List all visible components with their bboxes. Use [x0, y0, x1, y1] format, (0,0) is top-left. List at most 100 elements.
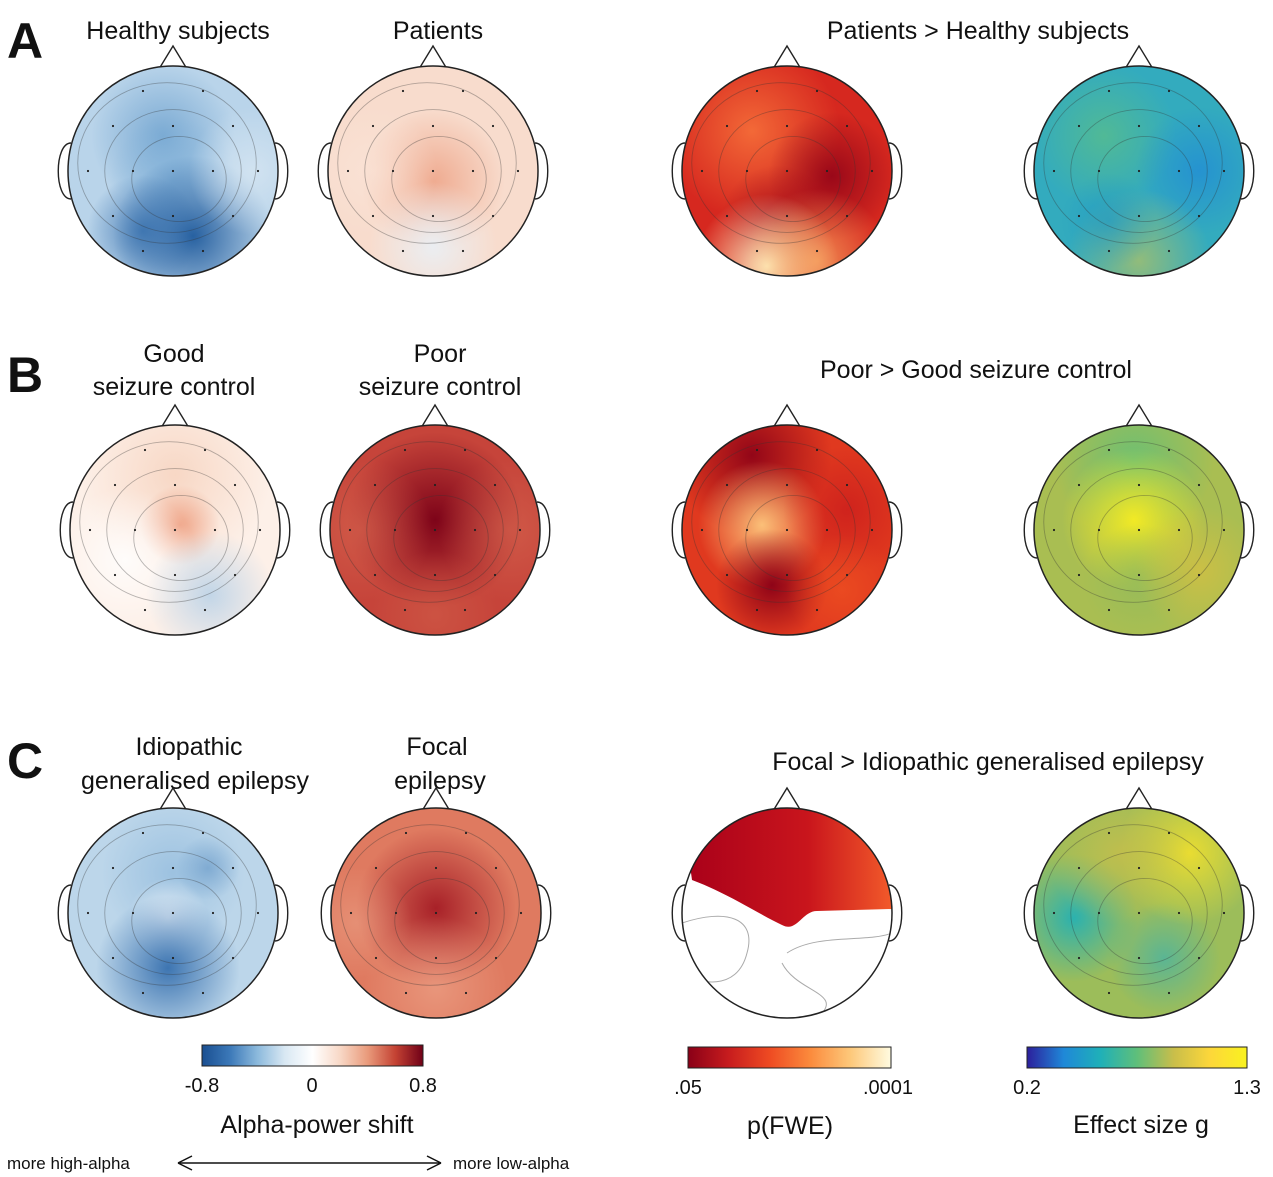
- right-ear-outline: [274, 884, 289, 942]
- scalp-map-fill: [68, 66, 278, 276]
- title-a-patients: Patients: [393, 17, 483, 45]
- title-c-idiopathic-line1: Idiopathic: [135, 733, 242, 761]
- left-ear-outline: [57, 142, 72, 200]
- scalp-map-fill: [330, 425, 540, 635]
- left-ear-outline: [671, 142, 686, 200]
- title-b-contrast: Poor > Good seizure control: [820, 356, 1132, 384]
- nose-outline: [772, 44, 802, 70]
- right-ear-outline: [537, 884, 552, 942]
- right-ear-outline: [274, 142, 289, 200]
- alpha-power-colorbar: [201, 1044, 424, 1067]
- scalp-map-fill: [328, 66, 538, 276]
- head-outline: [67, 807, 279, 1019]
- left-ear-outline: [1023, 501, 1038, 559]
- alpha-tick-max: 0.8: [409, 1075, 437, 1097]
- head-a-pfwe: [671, 44, 903, 277]
- pfwe-tick-right: .0001: [863, 1077, 913, 1099]
- nose-outline: [421, 786, 451, 812]
- scalp-map-fill: [331, 808, 541, 1018]
- effect-size-colorbar: [1026, 1046, 1248, 1069]
- head-a-patients: [317, 44, 549, 277]
- nose-outline: [1124, 786, 1154, 812]
- title-a-contrast: Patients > Healthy subjects: [827, 17, 1129, 45]
- nose-outline: [160, 403, 190, 429]
- left-ear-outline: [671, 884, 686, 942]
- nose-outline: [772, 403, 802, 429]
- head-outline: [1033, 424, 1245, 636]
- scalp-map-fill: [68, 808, 278, 1018]
- left-ear-outline: [319, 501, 334, 559]
- panel-letter-a: A: [7, 13, 43, 69]
- nose-outline: [1124, 403, 1154, 429]
- title-b-poor-line1: Poor: [414, 340, 467, 368]
- head-c-pfwe: [671, 786, 903, 1019]
- right-ear-outline: [888, 142, 903, 200]
- nose-outline: [158, 44, 188, 70]
- head-outline: [681, 807, 893, 1019]
- head-outline: [1033, 65, 1245, 277]
- scalp-map-fill: [682, 425, 892, 635]
- alpha-tick-min: -0.8: [185, 1075, 219, 1097]
- left-ear-outline: [320, 884, 335, 942]
- effect-tick-min: 0.2: [1013, 1077, 1041, 1099]
- left-ear-outline: [317, 142, 332, 200]
- right-ear-outline: [276, 501, 291, 559]
- nose-outline: [418, 44, 448, 70]
- title-c-contrast: Focal > Idiopathic generalised epilepsy: [772, 748, 1204, 776]
- scalp-maps: [57, 44, 1255, 1019]
- head-outline: [330, 807, 542, 1019]
- right-ear-outline: [1240, 884, 1255, 942]
- scalp-map-fill: [1034, 66, 1244, 276]
- right-ear-outline: [1240, 142, 1255, 200]
- head-outline: [1033, 807, 1245, 1019]
- pfwe-colorbar-title: p(FWE): [747, 1112, 833, 1140]
- head-c-effect: [1023, 786, 1255, 1019]
- title-c-idiopathic-line2: generalised epilepsy: [81, 767, 309, 795]
- left-ear-outline: [671, 501, 686, 559]
- left-ear-outline: [1023, 142, 1038, 200]
- scalp-map-fill: [1034, 808, 1244, 1018]
- nose-outline: [1124, 44, 1154, 70]
- effect-tick-max: 1.3: [1233, 1077, 1261, 1099]
- head-b-good: [59, 403, 291, 636]
- right-ear-outline: [888, 501, 903, 559]
- head-a-effect: [1023, 44, 1255, 277]
- alpha-colorbar-title: Alpha-power shift: [220, 1111, 413, 1139]
- title-c-focal-line2: epilepsy: [394, 767, 486, 795]
- pfwe-tick-left: .05: [674, 1077, 702, 1099]
- right-ear-outline: [536, 501, 551, 559]
- title-c-focal-line1: Focal: [406, 733, 467, 761]
- nose-outline: [772, 786, 802, 812]
- scalp-map-fill: [682, 66, 892, 276]
- right-ear-outline: [534, 142, 549, 200]
- head-b-effect: [1023, 403, 1255, 636]
- nose-outline: [158, 786, 188, 812]
- head-outline: [69, 424, 281, 636]
- scalp-map-fill: [1034, 425, 1244, 635]
- right-ear-outline: [888, 884, 903, 942]
- panel-letter-c: C: [7, 733, 43, 789]
- arrow-label-right: more low-alpha: [453, 1154, 570, 1173]
- left-ear-outline: [59, 501, 74, 559]
- head-b-pfwe: [671, 403, 903, 636]
- head-b-poor: [319, 403, 551, 636]
- title-b-good-line2: seizure control: [93, 373, 256, 401]
- panel-letter-b: B: [7, 347, 43, 403]
- right-ear-outline: [1240, 501, 1255, 559]
- pfwe-colorbar: [687, 1046, 892, 1069]
- scalp-map-fill: [682, 808, 892, 1018]
- title-b-poor-line2: seizure control: [359, 373, 522, 401]
- head-outline: [681, 424, 893, 636]
- title-a-healthy: Healthy subjects: [86, 17, 269, 45]
- head-outline: [67, 65, 279, 277]
- nose-outline: [420, 403, 450, 429]
- arrow-label-left: more high-alpha: [7, 1154, 130, 1173]
- alpha-tick-zero: 0: [306, 1075, 317, 1097]
- double-arrow-icon: [177, 1155, 442, 1171]
- left-ear-outline: [57, 884, 72, 942]
- head-c-idiopathic: [57, 786, 289, 1019]
- left-ear-outline: [1023, 884, 1038, 942]
- head-a-healthy: [57, 44, 289, 277]
- head-outline: [329, 424, 541, 636]
